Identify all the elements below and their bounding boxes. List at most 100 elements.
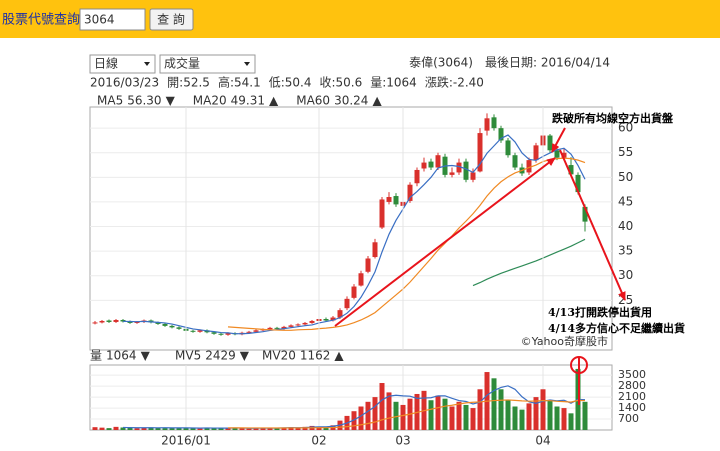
candle-body xyxy=(99,320,105,323)
legend-legend-value: 56.30 xyxy=(127,94,161,108)
candle-body xyxy=(246,331,252,333)
legend-legend-arrow: ▼ xyxy=(141,349,151,363)
volume-bar xyxy=(512,406,518,430)
candle-body xyxy=(225,333,231,335)
indicator-select[interactable] xyxy=(159,54,256,74)
candle-body xyxy=(547,135,553,151)
candle-body xyxy=(372,242,378,258)
volume-bar xyxy=(470,408,476,430)
legend-legend-arrow: ▲ xyxy=(334,349,344,363)
volume-bar xyxy=(148,427,154,430)
y-tick-label: 2100 xyxy=(618,390,646,403)
volume-bar xyxy=(295,427,301,430)
volume-bar xyxy=(498,389,504,430)
select-arrow xyxy=(144,62,150,66)
volume-bar xyxy=(134,428,140,430)
ma-line xyxy=(227,399,586,429)
annotation: 跌破所有均線空方出貨盤 xyxy=(552,111,674,125)
candle-body xyxy=(470,172,476,180)
legend-name: MA5 xyxy=(97,94,123,108)
annotation: 4/13打開跌停出貨用 xyxy=(548,305,652,319)
volume-bar xyxy=(281,427,287,430)
arrow xyxy=(551,127,566,153)
candle-body xyxy=(561,152,567,158)
indicator-value[interactable]: 成交量 xyxy=(164,56,200,71)
y-tick-label: 2800 xyxy=(618,379,646,392)
candle-body xyxy=(421,162,427,169)
candle-body xyxy=(554,150,560,158)
info-item: 2016/03/23 xyxy=(90,76,159,90)
candle-body xyxy=(337,310,343,318)
volume-bar xyxy=(540,389,546,430)
volume-bar xyxy=(169,428,175,430)
volume-bar xyxy=(456,401,462,430)
info-item: 低:50.4 xyxy=(269,76,312,90)
volume-bar xyxy=(211,427,217,430)
legend-name: MV5 xyxy=(175,349,201,363)
candle-body xyxy=(568,165,574,175)
volume-bar xyxy=(246,428,252,430)
candle-body xyxy=(491,117,497,129)
volume-bar xyxy=(379,383,385,430)
x-tick-label: 03 xyxy=(395,434,410,448)
candle-body xyxy=(526,160,532,173)
y-tick-label: 1400 xyxy=(618,401,646,414)
search-button[interactable] xyxy=(149,8,194,31)
candle-body xyxy=(211,332,217,334)
candle-body xyxy=(162,323,168,326)
arrow xyxy=(334,157,556,327)
ma-line xyxy=(472,238,586,287)
candle-body xyxy=(358,273,364,286)
volume-bar xyxy=(477,389,483,430)
candle-body xyxy=(92,322,98,324)
volume-bar xyxy=(190,428,196,430)
candle-body xyxy=(274,327,280,329)
info-item: 開:52.5 xyxy=(167,76,210,90)
candle-body xyxy=(281,326,287,329)
volume-bar xyxy=(582,401,588,430)
search-input-value[interactable]: 3064 xyxy=(84,13,115,27)
legend-legend-value: 2429 xyxy=(205,349,236,363)
ma-line xyxy=(122,134,586,335)
volume-bar xyxy=(386,392,392,430)
legend-name: MA60 xyxy=(296,94,330,108)
volume-bar xyxy=(288,427,294,430)
annotation: 4/14多方信心不足繼續出貨 xyxy=(548,321,685,335)
volume-bar xyxy=(505,400,511,430)
legend-legend-value: 1162 xyxy=(300,349,331,363)
last-date: 最後日期: 2016/04/14 xyxy=(485,56,610,70)
legend-legend-arrow: ▲ xyxy=(372,94,382,108)
candle-body xyxy=(295,324,301,326)
search-label: 股票代號查詢 xyxy=(2,12,80,28)
candle-body xyxy=(484,118,490,131)
candle-body xyxy=(463,161,469,180)
y-tick-label: 30 xyxy=(618,268,633,282)
y-tick-label: 40 xyxy=(618,219,633,233)
volume-bar xyxy=(449,406,455,430)
candle-body xyxy=(505,140,511,156)
candle-body xyxy=(575,174,581,193)
volume-bar xyxy=(127,427,133,430)
candle-body xyxy=(449,172,455,175)
volume-bar xyxy=(120,427,126,430)
volume-bar xyxy=(92,427,98,430)
watermark: ©Yahoo奇摩股市 xyxy=(521,334,608,348)
x-tick-label: 2016/01 xyxy=(161,434,211,448)
period-select[interactable] xyxy=(89,54,156,74)
candle-body xyxy=(113,319,119,322)
volume-bar xyxy=(365,401,371,430)
search-input[interactable] xyxy=(79,8,146,31)
candle-body xyxy=(288,325,294,327)
y-tick-label: 55 xyxy=(618,145,633,159)
volume-bar xyxy=(267,427,273,430)
period-value[interactable]: 日線 xyxy=(94,56,118,71)
legend-legend-arrow: ▼ xyxy=(240,349,250,363)
candle-body xyxy=(498,128,504,141)
candle-body xyxy=(106,320,112,322)
y-tick-label: 60 xyxy=(618,121,633,135)
legend-legend-value: 49.31 xyxy=(231,94,265,108)
candle-body xyxy=(134,321,140,323)
select-arrow xyxy=(244,62,250,66)
search-button-label[interactable]: 查 詢 xyxy=(157,12,185,27)
volume-bar xyxy=(519,409,525,430)
